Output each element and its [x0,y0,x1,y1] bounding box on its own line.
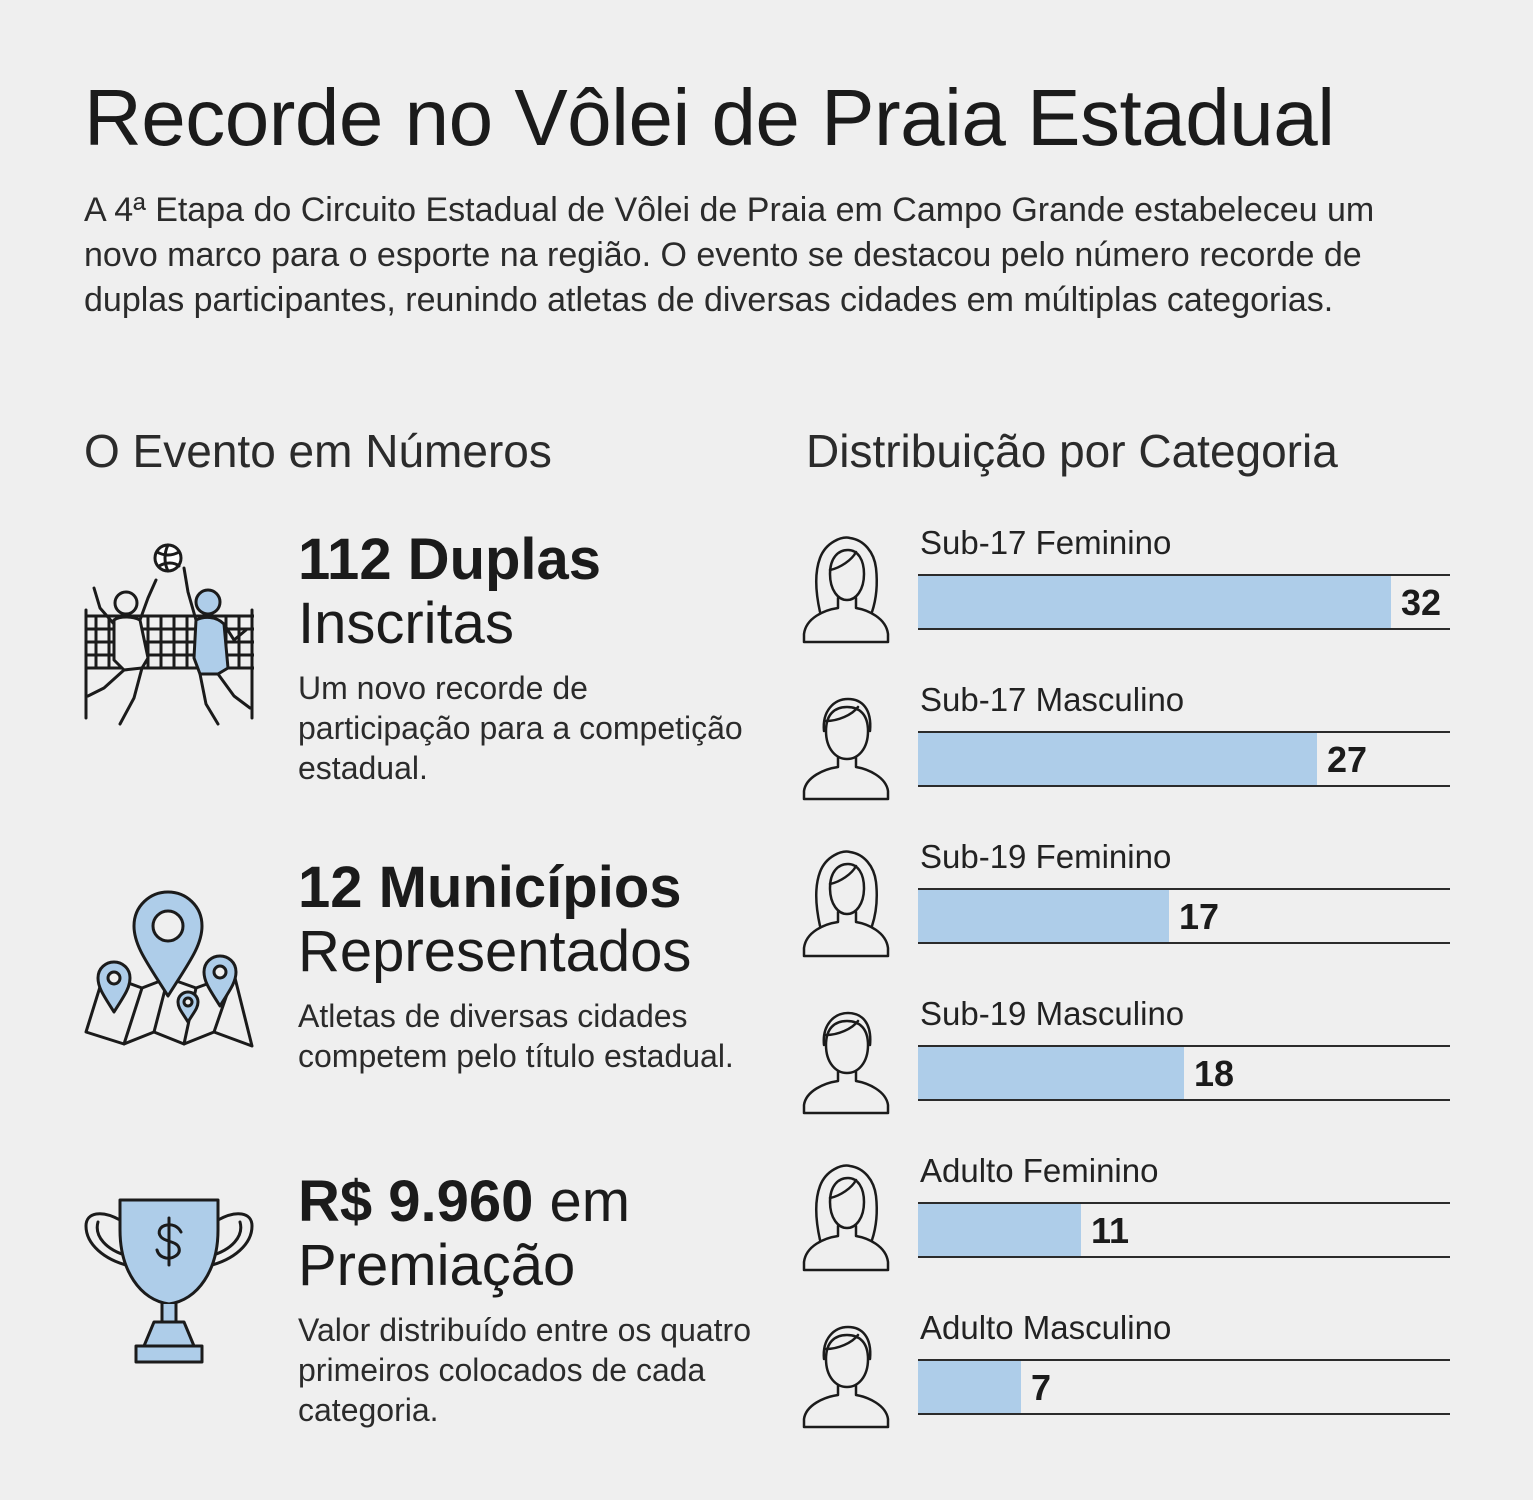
category-row: Sub-17 Masculino 27 [800,681,1452,811]
bar [918,733,1317,785]
intro-paragraph: A 4ª Etapa do Circuito Estadual de Vôlei… [84,191,1375,319]
map-pins-icon [84,856,254,1056]
bar [918,1361,1021,1413]
category-label: Adulto Masculino [920,1309,1172,1346]
category-row: Adulto Masculino 7 [800,1309,1452,1439]
bar-track: 32 [918,574,1450,630]
volleyball-players-icon [84,528,256,728]
bar [918,890,1169,942]
stat-premiacao: R$ 9.960 em Premiação Valor distribuído … [84,1170,764,1470]
category-label: Sub-19 Masculino [920,995,1185,1032]
bar [918,1047,1184,1099]
bar-track: 7 [918,1359,1450,1415]
stat-municipios-headline: 12 Municípios [298,855,682,920]
category-row: Sub-17 Feminino 32 [800,524,1452,654]
category-label: Sub-17 Feminino [920,524,1172,561]
stat-premiacao-desc: Valor distribuído entre os quatro primei… [298,1312,751,1428]
stat-premiacao-sub: Premiação [298,1233,576,1298]
stat-municipios: 12 Municípios Representados Atletas de d… [84,856,764,1156]
stat-duplas-desc: Um novo recorde de participação para a c… [298,670,743,786]
stat-municipios-sub: Representados [298,919,692,984]
male-avatar-icon [800,1319,892,1429]
male-avatar-icon [800,691,892,801]
category-row: Sub-19 Feminino 17 [800,838,1452,968]
category-label: Sub-17 Masculino [920,681,1185,718]
stat-duplas-sub: Inscritas [298,591,514,656]
trophy-dollar-icon [84,1170,254,1370]
category-row: Sub-19 Masculino 18 [800,995,1452,1125]
bar-value-label: 27 [1327,739,1368,780]
stat-municipios-desc: Atletas de diversas cidades competem pel… [298,998,734,1074]
page-title: Recorde no Vôlei de Praia Estadual [84,73,1335,162]
male-avatar-icon [800,1005,892,1115]
category-label: Adulto Feminino [920,1152,1159,1189]
female-avatar-icon [800,534,892,644]
bar-track: 11 [918,1202,1450,1258]
bar-value-label: 18 [1194,1053,1235,1094]
stat-premiacao-headline: R$ 9.960 em [298,1169,631,1234]
bar-value-label: 32 [1401,582,1442,623]
bar [918,1204,1081,1256]
bar-value-label: 11 [1091,1210,1130,1251]
female-avatar-icon [800,848,892,958]
stat-duplas-headline: 112 Duplas [298,527,602,592]
chart-title: Distribuição por Categoria [806,425,1338,477]
bar-track: 17 [918,888,1450,944]
bar-track: 18 [918,1045,1450,1101]
female-avatar-icon [800,1162,892,1272]
category-row: Adulto Feminino 11 [800,1152,1452,1282]
category-label: Sub-19 Feminino [920,838,1172,875]
stats-heading: O Evento em Números [84,425,552,477]
bar-value-label: 17 [1179,896,1220,937]
bar-track: 27 [918,731,1450,787]
bar [918,576,1391,628]
bar-value-label: 7 [1031,1367,1052,1408]
stat-duplas: 112 Duplas Inscritas Um novo recorde de … [84,528,764,828]
